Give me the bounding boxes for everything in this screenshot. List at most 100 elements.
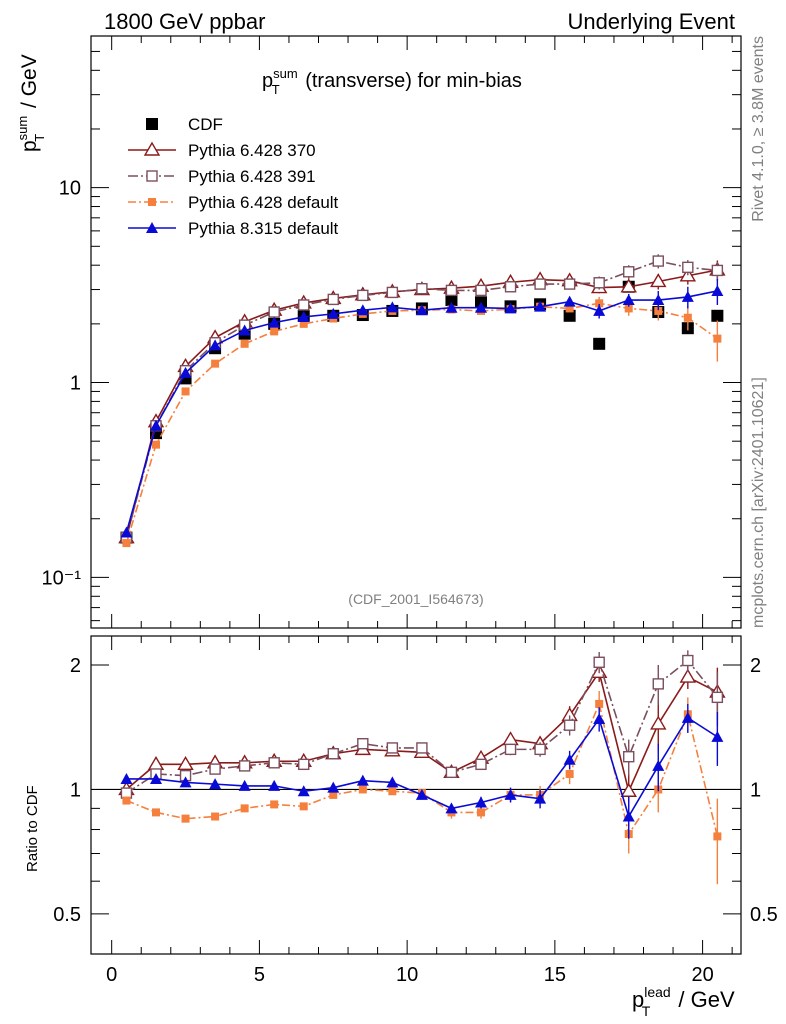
x-tick-label: 10 <box>396 964 418 986</box>
series-3-point <box>563 295 576 307</box>
mcplots-label: mcplots.cern.ch [arXiv:2401.10621] <box>750 377 767 628</box>
series-3-point <box>268 316 281 328</box>
series-1-point <box>445 284 458 297</box>
series-3-ratio-point <box>534 792 547 804</box>
series-2-point <box>595 299 604 308</box>
series-0-point <box>620 278 637 293</box>
legend-marker <box>146 118 158 130</box>
series-3-point <box>179 366 192 378</box>
series-3-point <box>327 307 340 319</box>
series-2-ratio-point <box>181 814 190 823</box>
series-3-point <box>415 304 428 316</box>
series-2-point <box>624 304 633 313</box>
x-tick-label: 0 <box>106 964 117 986</box>
series-3-point <box>711 284 724 296</box>
series-1-point <box>682 261 694 274</box>
series-3-point <box>652 294 665 306</box>
series-1-ratio-point <box>475 758 487 771</box>
series-3-ratio-point <box>593 713 606 725</box>
series-2-point <box>713 334 722 343</box>
series-1-ratio-point <box>504 743 517 756</box>
series-3-point <box>386 301 399 313</box>
series-3-ratio-point <box>386 776 399 788</box>
series-3-point <box>475 301 487 313</box>
series-0-ratio-point <box>620 782 637 797</box>
series-2-ratio-point <box>299 802 308 811</box>
legend: CDF Pythia 6.428 370 Pythia 6.428 391 Pythi… <box>128 115 339 238</box>
series-3-ratio-point <box>120 772 133 784</box>
series-3-ratio-point <box>238 779 251 791</box>
series-1-ratio-point <box>652 678 664 690</box>
series-2-ratio-point <box>122 796 131 805</box>
series-1-ratio-point <box>563 719 576 731</box>
series-3-ratio-point <box>563 753 576 765</box>
ratio-y-tick-label-right: 2 <box>750 655 761 677</box>
series-2-point <box>270 327 279 336</box>
series-2-ratio-point <box>477 808 485 817</box>
legend-marker <box>143 141 161 156</box>
series-1-point <box>327 293 339 306</box>
legend-label: Pythia 6.428 370 <box>188 141 316 160</box>
legend-label: Pythia 6.428 391 <box>188 167 316 186</box>
series-1-point <box>534 278 546 290</box>
series-2-point <box>240 339 249 348</box>
series-2-ratio-point <box>152 808 160 817</box>
legend-marker <box>146 222 158 233</box>
series-0-ratio-point <box>147 755 165 771</box>
series-3-ratio-point <box>622 810 635 822</box>
series-1-ratio-point <box>593 656 605 668</box>
series-2-point <box>299 319 308 328</box>
series-3-ratio-point <box>297 785 310 797</box>
series-3-point <box>534 300 547 312</box>
series-2-ratio-point <box>211 812 220 821</box>
series-2-point <box>683 313 692 322</box>
series-1-ratio-point <box>298 758 310 771</box>
ratio-y-tick-label: 1 <box>70 779 81 801</box>
series-1-point <box>475 284 487 297</box>
series-3-point <box>238 324 251 336</box>
series-2-ratio-line <box>126 701 719 837</box>
cdf-data-point <box>711 309 724 322</box>
series-1-point <box>504 281 517 293</box>
x-tick-label: 5 <box>254 964 265 986</box>
series-2-ratio-point <box>329 790 338 799</box>
series-3-point <box>593 304 606 316</box>
series-3-point <box>445 301 458 313</box>
series-2-point <box>211 359 220 368</box>
header-right: Underlying Event <box>567 9 735 34</box>
main-panel-frame <box>90 35 742 629</box>
x-tick-label: 15 <box>544 964 566 986</box>
legend-label: Pythia 8.315 default <box>188 219 339 238</box>
series-3-point <box>504 302 517 314</box>
data-layer <box>118 254 726 885</box>
series-1-point <box>298 299 310 311</box>
series-3-ratio-point <box>504 788 517 800</box>
series-0-ratio-point <box>650 715 667 730</box>
series-3-ratio-point <box>681 711 694 723</box>
series-2-ratio-point <box>713 832 722 841</box>
series-3-ratio-point <box>150 772 162 784</box>
y-tick-label: 10⁻¹ <box>42 567 82 589</box>
series-1-ratio-point <box>327 748 339 760</box>
series-2-ratio-point <box>358 785 367 794</box>
series-1-ratio-point <box>682 654 694 667</box>
series-3-line <box>125 290 718 533</box>
y-tick-label: 10 <box>59 178 81 200</box>
series-3-ratio-point <box>415 788 428 800</box>
x-axis-label: plead T / GeV <box>632 984 735 1019</box>
ratio-y-tick-label-right: 1 <box>750 779 761 801</box>
series-2-point <box>181 387 190 396</box>
series-3-point <box>356 304 369 316</box>
series-3-point <box>209 339 222 351</box>
series-3-ratio-point <box>711 730 724 742</box>
series-3-ratio-point <box>356 774 369 786</box>
series-2-ratio-point <box>565 769 574 778</box>
ratio-y-axis-label: Ratio to CDF <box>24 785 41 872</box>
y-axis-label: psum T / GeV <box>15 54 47 152</box>
series-0-ratio-point <box>502 731 519 746</box>
header-left: 1800 GeV ppbar <box>104 9 265 34</box>
series-3-point <box>120 526 133 538</box>
series-1-ratio-point <box>386 742 399 754</box>
analysis-watermark: (CDF_2001_I564673) <box>348 591 483 607</box>
